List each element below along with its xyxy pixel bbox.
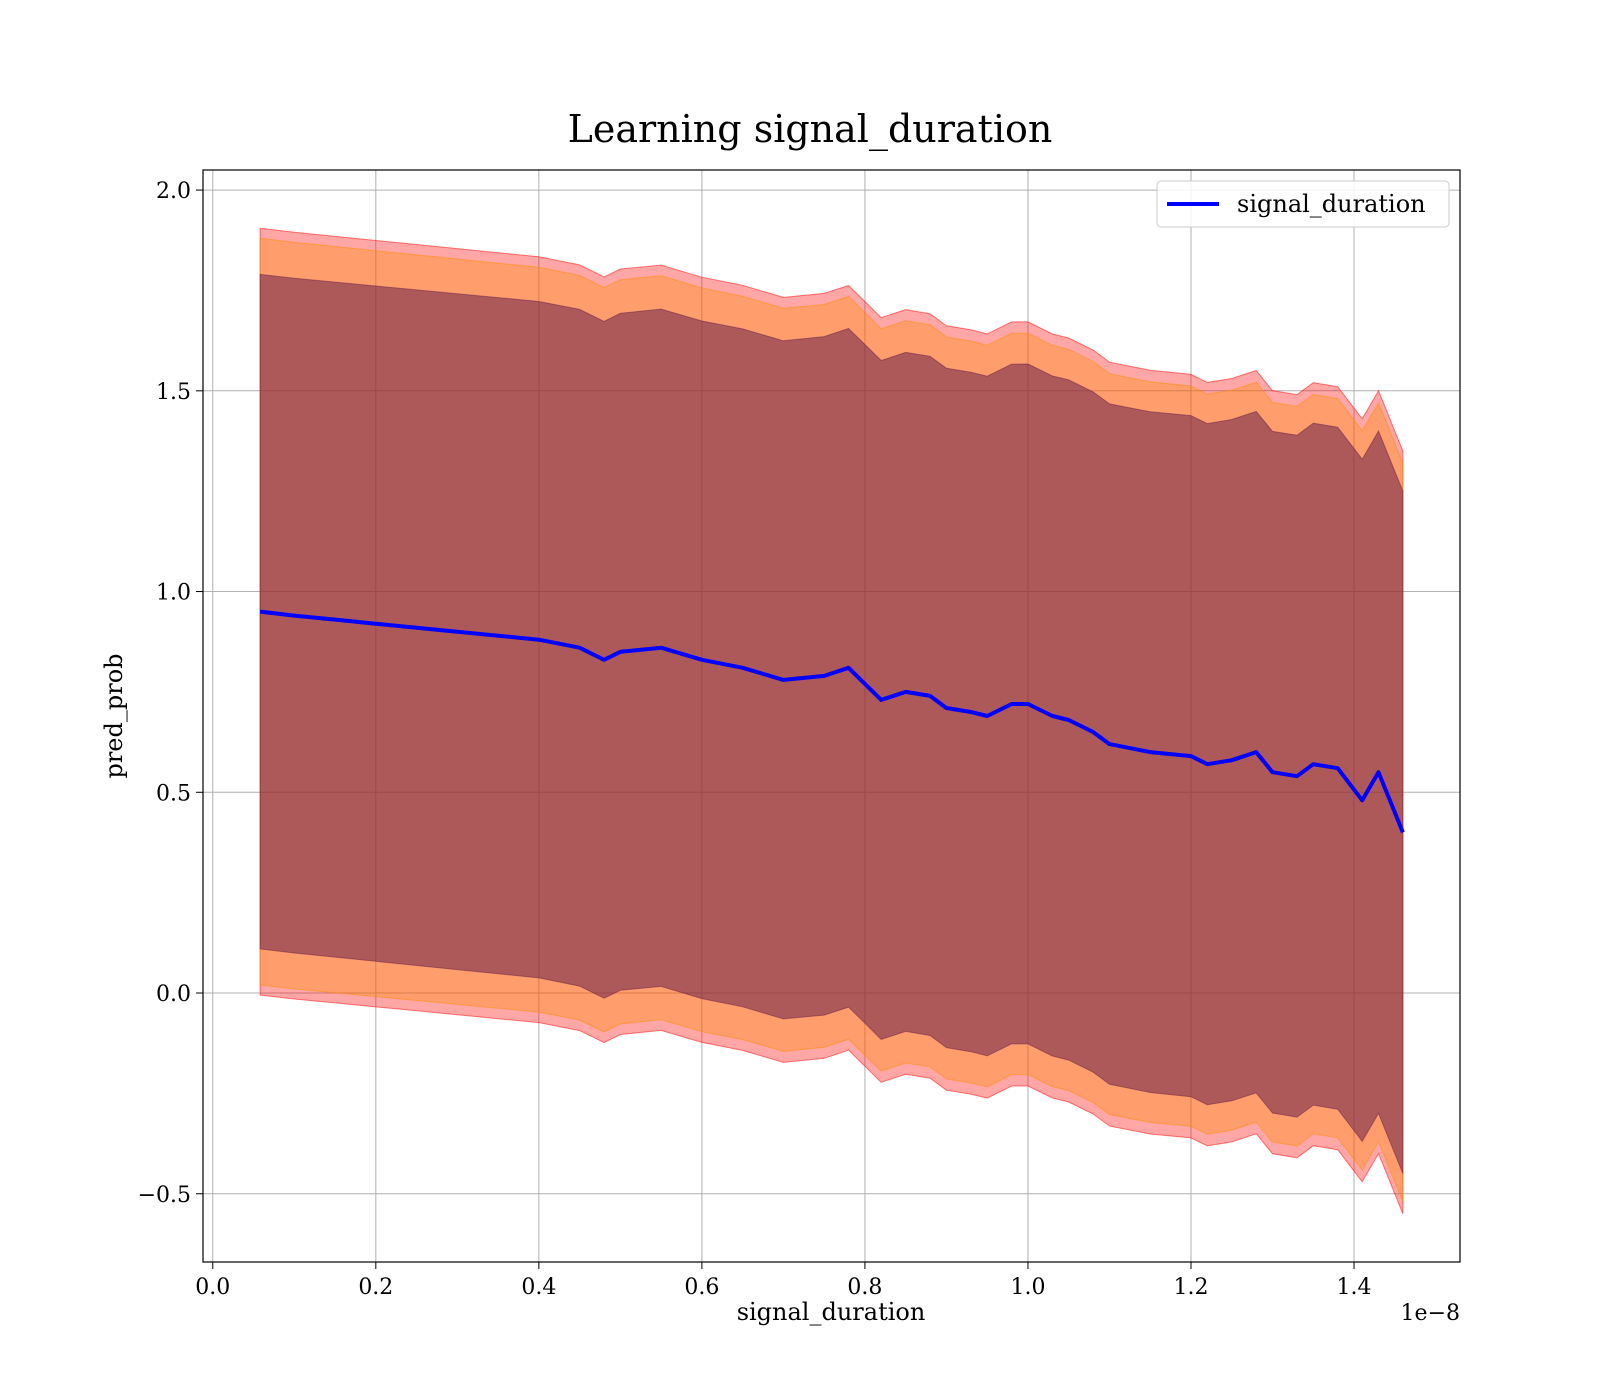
x-tick-label: 1.2 [1173, 1275, 1208, 1300]
y-tick-label: 1.0 [156, 581, 191, 606]
y-tick-label: 0.5 [156, 781, 191, 806]
series-line-signal-duration [259, 609, 1405, 834]
x-tick-label: 0.2 [358, 1275, 393, 1300]
band-inner [259, 273, 1404, 1174]
chart-title: Learning signal_duration [568, 107, 1053, 152]
plot-frame [202, 169, 1461, 1263]
y-tick-label: 0.0 [156, 982, 191, 1007]
x-offset-text: 1e−8 [1401, 1301, 1460, 1326]
x-tick-label: 0.0 [195, 1275, 230, 1300]
legend-box [1156, 180, 1450, 228]
x-tick-label: 0.6 [684, 1275, 719, 1300]
y-tick-label: 1.5 [156, 380, 191, 405]
y-tick-label: −0.5 [138, 1183, 191, 1208]
x-tick-label: 1.0 [1010, 1275, 1045, 1300]
ticks: 0.0 0.2 0.4 0.6 0.8 1.0 1.2 1.4 −0.5 0.0 0.5 1.0 1.5… [138, 179, 1372, 1300]
legend: signal_duration [1156, 180, 1450, 228]
y-axis-label: pred_prob [100, 653, 128, 778]
x-tick-label: 1.4 [1337, 1275, 1372, 1300]
legend-label-signal-duration: signal_duration [1237, 190, 1426, 218]
x-axis-label: signal_duration [737, 1298, 926, 1326]
series-lines [259, 609, 1405, 834]
x-tick-label: 0.8 [847, 1275, 882, 1300]
y-tick-label: 2.0 [156, 179, 191, 204]
x-tick-label: 0.4 [521, 1275, 556, 1300]
confidence-bands [259, 227, 1404, 1214]
